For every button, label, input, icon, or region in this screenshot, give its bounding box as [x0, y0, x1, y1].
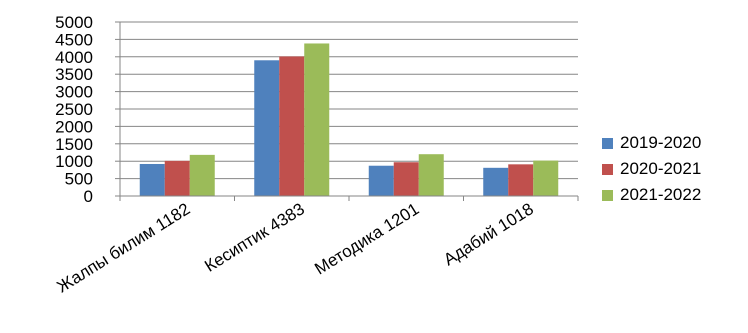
- bar: [164, 160, 190, 196]
- x-tick-label: Жалпы билим 1182: [54, 199, 194, 296]
- axes: [115, 21, 579, 201]
- bar: [139, 163, 165, 196]
- y-tick-label: 4500: [55, 30, 93, 49]
- y-tick-label: 5000: [55, 13, 93, 32]
- legend-swatch: [602, 190, 613, 201]
- bar: [254, 60, 280, 196]
- legend-swatch: [602, 138, 613, 149]
- y-tick-label: 2000: [55, 117, 93, 136]
- y-tick-label: 0: [84, 187, 93, 206]
- legend-item-2020-2021: 2020-2021: [596, 156, 746, 182]
- legend: 2019-2020 2020-2021 2021-2022: [596, 130, 746, 208]
- gridlines: [120, 21, 578, 180]
- legend-swatch: [602, 164, 613, 175]
- bar: [368, 165, 394, 196]
- bar: [418, 154, 444, 196]
- bar: [508, 164, 534, 196]
- legend-item-2021-2022: 2021-2022: [596, 182, 746, 208]
- legend-label: 2020-2021: [620, 159, 702, 178]
- bar: [279, 56, 305, 197]
- bar: [393, 162, 419, 196]
- x-tick-labels: Жалпы билим 1182 Кесиптик 4383 Методика 12…: [54, 199, 537, 296]
- legend-label: 2021-2022: [620, 185, 702, 204]
- x-tick-label: Методика 1201: [311, 199, 422, 278]
- y-tick-label: 4000: [55, 48, 93, 67]
- bar: [533, 160, 559, 196]
- y-tick-label: 3000: [55, 83, 93, 102]
- y-tick-label: 3500: [55, 65, 93, 84]
- y-tick-label: 2500: [55, 100, 93, 119]
- x-tick-label: Кесиптик 4383: [201, 199, 308, 275]
- legend-label: 2019-2020: [620, 133, 702, 152]
- bar: [189, 154, 215, 196]
- y-tick-label: 1000: [55, 152, 93, 171]
- legend-item-2019-2020: 2019-2020: [596, 130, 746, 156]
- bars: [139, 43, 559, 197]
- bar: [483, 167, 509, 196]
- x-tick-label: Адабий 1018: [440, 199, 537, 269]
- y-tick-label: 500: [65, 170, 93, 189]
- bar: [304, 43, 330, 196]
- y-tick-label: 1500: [55, 135, 93, 154]
